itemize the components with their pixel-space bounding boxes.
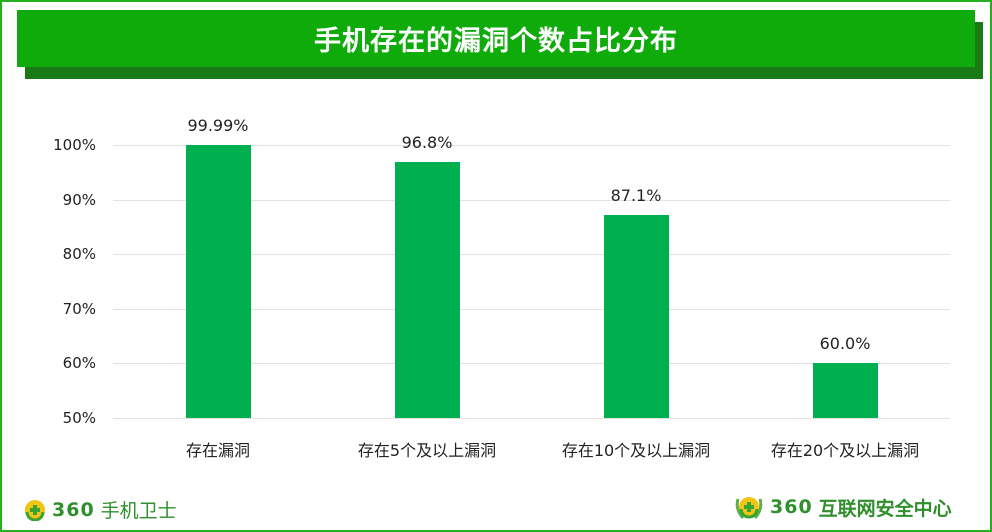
y-axis-tick-label: 80% bbox=[62, 245, 96, 263]
bar bbox=[813, 363, 878, 418]
gridline bbox=[113, 418, 950, 419]
360-shield-logo-icon bbox=[25, 499, 45, 521]
logo-360-mobile-guard: 360 手机卫士 bbox=[24, 496, 177, 523]
360-laurel-logo-icon bbox=[735, 497, 763, 519]
gridline bbox=[113, 309, 950, 310]
y-axis-tick-label: 50% bbox=[62, 409, 96, 427]
logo-number: 360 bbox=[770, 496, 813, 518]
x-axis-category-label: 存在5个及以上漏洞 bbox=[357, 441, 497, 460]
x-axis-category-label: 存在10个及以上漏洞 bbox=[561, 441, 711, 460]
x-axis-category-label: 存在漏洞 bbox=[185, 441, 250, 460]
y-axis-tick-label: 90% bbox=[62, 191, 96, 209]
logo-text: 手机卫士 bbox=[100, 500, 177, 522]
gridline bbox=[113, 254, 950, 255]
title-banner: 手机存在的漏洞个数占比分布 bbox=[17, 10, 975, 67]
gridline bbox=[113, 145, 950, 146]
y-axis-tick-label: 70% bbox=[62, 300, 96, 318]
bar bbox=[395, 162, 460, 418]
bar-value-label: 60.0% bbox=[819, 334, 871, 353]
chart-title: 手机存在的漏洞个数占比分布 bbox=[314, 26, 678, 57]
logo-360-internet-security-center: 360 互联网安全中心 bbox=[734, 493, 952, 521]
x-axis-category-label: 存在20个及以上漏洞 bbox=[770, 441, 920, 460]
logo-text: 互联网安全中心 bbox=[818, 497, 952, 520]
bar bbox=[604, 215, 669, 418]
logo-number: 360 bbox=[52, 498, 95, 521]
y-axis-tick-label: 100% bbox=[53, 136, 96, 154]
gridline bbox=[113, 200, 950, 201]
bar-value-label: 87.1% bbox=[610, 186, 662, 205]
bar-value-label: 99.99% bbox=[187, 116, 249, 135]
bar bbox=[186, 145, 251, 418]
gridline bbox=[113, 363, 950, 364]
y-axis-tick-label: 60% bbox=[62, 354, 96, 372]
bar-value-label: 96.8% bbox=[401, 133, 453, 152]
